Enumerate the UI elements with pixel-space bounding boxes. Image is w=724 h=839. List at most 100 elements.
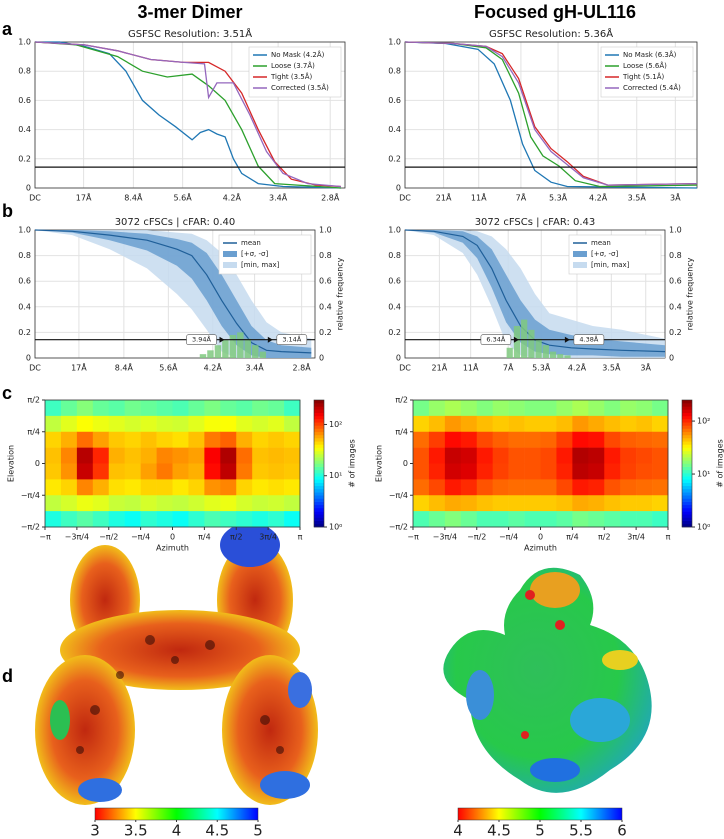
colorbar-stripe [314,507,324,512]
heatmap-cell [76,447,94,464]
heatmap-cell [428,463,446,480]
heatmap-cell [108,463,125,480]
colorbar-stripe [314,412,324,417]
annotation-arrow [564,336,570,343]
heatmap-cell [508,479,525,496]
heatmap-cell [45,431,62,448]
colorbar-stripe [682,507,692,512]
heatmap-cell [92,400,110,417]
heatmap-cell [604,400,621,417]
heatmap-cell [604,447,621,464]
x-tick-label: 0 [170,533,175,542]
heatmap-cell [428,479,446,496]
heatmap-cell [236,495,253,512]
heatmap-cell [284,511,301,528]
heatmap-cell [556,447,573,464]
colorbar-stripe [314,403,324,407]
chart-title: GSFSC Resolution: 5.36Å [489,27,613,40]
heatmap-cell [76,511,94,528]
heatmap-cell [45,511,62,528]
heatmap-cell [604,415,621,433]
x-tick-label: 3.5Å [628,192,647,203]
heatmap-cell [156,447,173,464]
heatmap-cell [540,463,557,480]
y-tick-label: π/2 [395,396,408,405]
y-tick-label: −π/4 [389,491,408,500]
heatmap-cell [252,511,269,528]
heatmap-cell [204,479,221,496]
band [35,230,312,358]
heatmap-cell [236,511,253,528]
heatmap-cell [508,431,525,448]
heatmap-cell [413,463,430,480]
heatmap-cell [108,495,125,512]
colorbar-tick-label: 10² [697,417,710,426]
heatmap-cell [588,463,605,480]
colorbar-tick-label: 10⁰ [329,523,342,532]
y2-axis-label: relative frequency [336,257,345,330]
heatmap-cell [428,400,446,417]
heatmap-cell [156,400,173,417]
heatmap-cell [652,479,669,496]
x-tick-label: 4.2Å [589,192,608,203]
heatmap-cell [428,495,446,512]
x-tick-label: π [666,533,671,542]
heatmap-cell [508,495,525,512]
colorbar-tick-label: 10⁰ [697,523,710,532]
x-tick-label: −3π/4 [433,533,457,542]
heatmap-cell [188,400,205,417]
heatmap-cell [476,511,493,528]
colorbar-stripe [314,409,324,413]
heatmap-cell [444,479,462,496]
column-header: 3-mer Dimer [137,2,242,22]
x-tick-label: DC [399,194,411,203]
heatmap-cell [252,447,269,464]
heatmap-cell [476,479,493,496]
colorbar-stripe [682,400,692,404]
colorbar-stripe [682,520,692,525]
colorbar-stripe [314,447,324,452]
heatmap-cell [460,431,478,448]
colorbar-stripe [314,514,324,518]
heatmap-cell [588,495,605,512]
heatmap-cell [476,431,493,448]
heatmap-cell [220,400,237,417]
x-tick-label: 4.2Å [204,362,223,373]
y2-tick-label: 0.2 [669,328,682,337]
colorbar-stripe [682,492,692,496]
colorbar-stripe [314,492,324,496]
legend-label: No Mask (4.2Å) [271,50,325,59]
colorbar-stripe [314,444,324,448]
heatmap-cell [604,495,621,512]
heatmap-cell [45,400,62,417]
heatmap-cell [572,447,589,464]
heatmap-cell [108,431,125,448]
heatmap-cell [92,463,110,480]
heatmap-cell [620,479,637,496]
heatmap-cell [588,479,605,496]
colorbar-stripe [682,482,692,487]
heatmap-cell [444,511,462,528]
x-tick-label: 4.2Å [223,192,242,203]
legend-label: [min, max] [241,261,280,269]
heatmap-cell [413,479,430,496]
heatmap-cell [140,431,157,448]
histogram-bar [549,351,557,358]
colorbar-stripe [682,473,692,477]
colorbar-stripe [314,466,324,471]
histogram-bar [259,351,266,358]
heatmap-cell [92,495,110,512]
heatmap-cell [108,447,125,464]
colorbar-stripe [314,482,324,487]
x-tick-label: DC [29,364,41,373]
heatmap-cell [236,447,253,464]
heatmap-cell [460,463,478,480]
colorbar-stripe [314,434,324,439]
heatmap-cell [444,495,462,512]
heatmap-cell [604,511,621,528]
legend-swatch [573,251,587,257]
x-tick-label: 21Å [432,362,448,373]
colorbar-stripe [314,485,324,490]
heatmap-cell [620,415,637,433]
heatmap-cell [652,400,669,417]
